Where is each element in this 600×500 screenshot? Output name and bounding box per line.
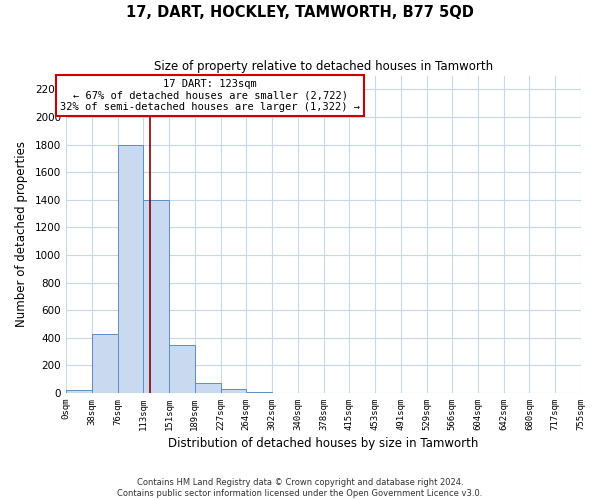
Bar bbox=[195, 382, 221, 393]
Bar bbox=[221, 389, 246, 393]
Bar bbox=[66, 390, 92, 393]
Title: Size of property relative to detached houses in Tamworth: Size of property relative to detached ho… bbox=[154, 60, 493, 73]
Text: 17, DART, HOCKLEY, TAMWORTH, B77 5QD: 17, DART, HOCKLEY, TAMWORTH, B77 5QD bbox=[126, 5, 474, 20]
Y-axis label: Number of detached properties: Number of detached properties bbox=[15, 141, 28, 327]
Text: Contains HM Land Registry data © Crown copyright and database right 2024.
Contai: Contains HM Land Registry data © Crown c… bbox=[118, 478, 482, 498]
X-axis label: Distribution of detached houses by size in Tamworth: Distribution of detached houses by size … bbox=[168, 437, 478, 450]
Text: 17 DART: 123sqm
← 67% of detached houses are smaller (2,722)
32% of semi-detache: 17 DART: 123sqm ← 67% of detached houses… bbox=[60, 78, 360, 112]
Bar bbox=[118, 144, 143, 393]
Bar bbox=[246, 392, 272, 393]
Bar bbox=[92, 334, 118, 393]
Bar bbox=[143, 200, 169, 393]
Bar bbox=[169, 344, 195, 393]
